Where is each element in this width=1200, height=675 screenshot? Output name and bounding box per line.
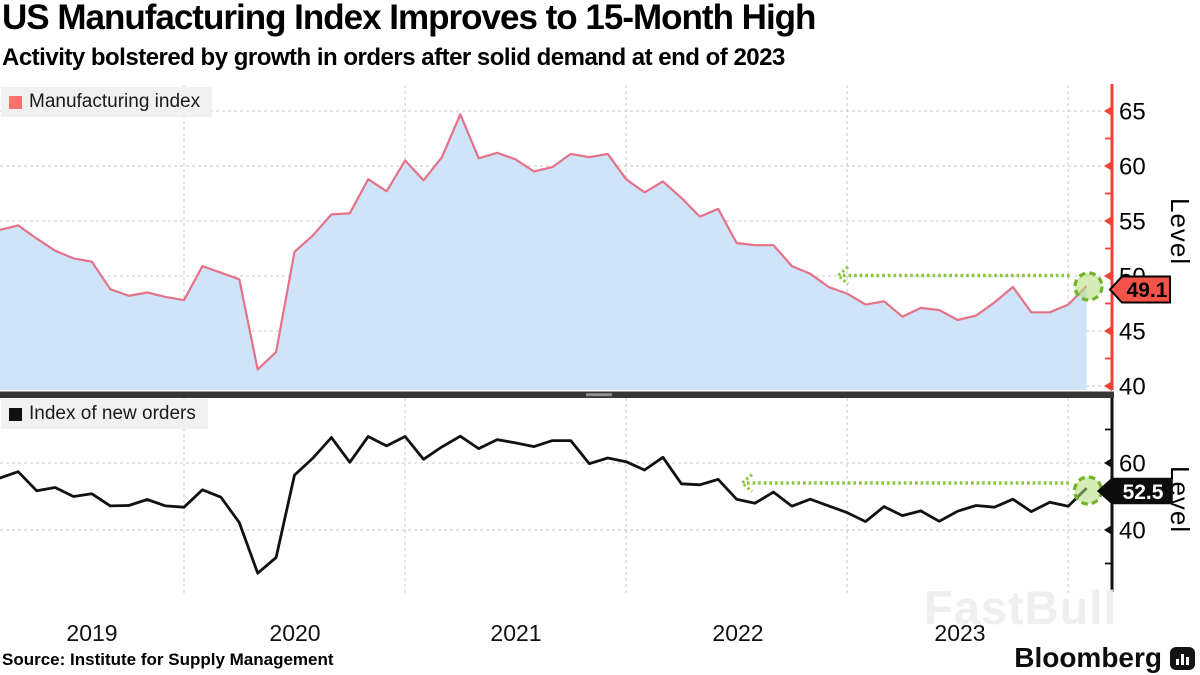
page-title: US Manufacturing Index Improves to 15-Mo… [2,0,816,37]
y-tick-label: 65 [1119,99,1146,126]
manufacturing-index-area [0,114,1087,390]
y-tick-label: 40 [1119,518,1146,545]
value-callout-top-label: 49.1 [1127,279,1168,302]
legend-new-orders: Index of new orders [1,399,208,429]
new-orders-line [0,434,1088,575]
x-tick-label: 2023 [934,620,986,646]
y-tick-label: 60 [1119,451,1146,478]
y-tick-label: 60 [1119,154,1146,181]
y-axis-title-top: Level [1165,198,1195,266]
brand-name: Bloomberg [1014,642,1162,673]
legend-swatch-new-orders [9,407,22,421]
x-tick-label: 2019 [66,620,118,646]
source-credit: Source: Institute for Supply Management [2,650,334,669]
y-tick-label: 55 [1119,209,1146,236]
brand-logo: Bloomberg [1014,642,1195,674]
value-callout-top: 49.1 [1108,275,1171,304]
value-callout-bottom-label: 52.5 [1123,481,1164,504]
legend-swatch-manufacturing [9,95,22,109]
divider-handle [586,393,612,397]
legend-label-new-orders: Index of new orders [29,403,196,424]
manufacturing-index-line [0,113,1088,371]
latest-point-circle-top [1073,271,1104,302]
y-tick-label: 40 [1119,374,1146,401]
x-tick-label: 2020 [269,620,321,646]
bloomberg-terminal-icon [1170,646,1195,670]
watermark: FastBull [924,581,1118,634]
x-tick-label: 2022 [712,620,764,646]
page-subtitle: Activity bolstered by growth in orders a… [2,44,785,71]
legend-label-manufacturing: Manufacturing index [29,91,201,112]
comparison-arrow-bottom [739,473,1071,493]
comparison-arrow-top [835,265,1072,286]
legend-manufacturing-index: Manufacturing index [1,87,213,117]
y-tick-label: 45 [1119,319,1146,346]
y-axis: 60 40 [1104,398,1146,592]
x-tick-label: 2021 [490,620,542,646]
value-callout-bottom: 52.5 [1096,477,1173,505]
panel-divider [0,391,1114,398]
